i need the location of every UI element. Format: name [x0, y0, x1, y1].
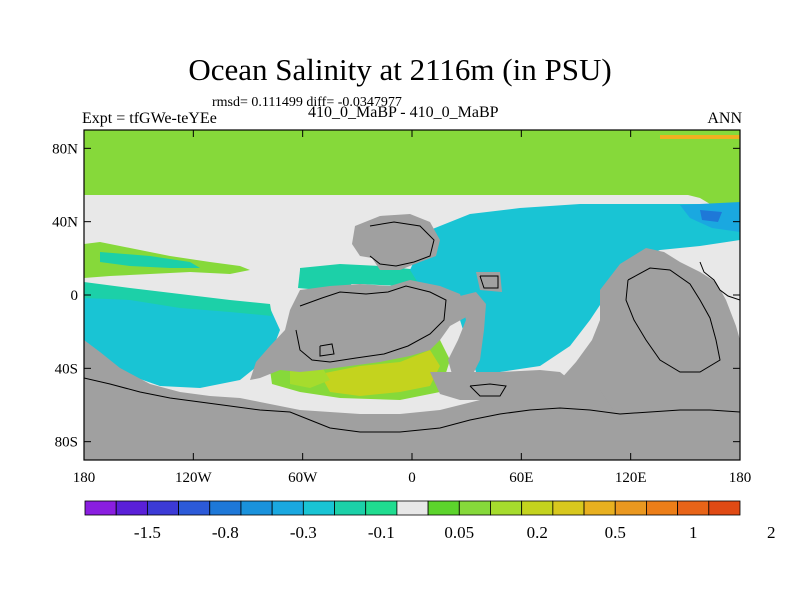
map-field	[84, 130, 740, 460]
x-tick-label: 60E	[509, 470, 533, 486]
coast-small-island	[479, 275, 499, 289]
colorbar-swatch	[115, 500, 148, 516]
colorbar-label: 2	[767, 523, 776, 542]
season-label: ANN	[707, 110, 742, 127]
field-north-atlantic-green	[680, 190, 740, 222]
colorbar-label: -0.3	[290, 523, 317, 542]
field-arctic-green	[84, 130, 740, 195]
land-mask	[84, 214, 740, 460]
field-south-pacific-teal	[84, 282, 272, 316]
x-tick-label: 120W	[175, 470, 213, 486]
colorbar-swatch	[458, 500, 491, 516]
colorbar-swatch	[646, 500, 679, 516]
colorbar-swatch	[521, 500, 554, 516]
x-tick-label: 120E	[615, 470, 647, 486]
y-tick-label: 0	[71, 288, 79, 304]
colorbar-swatch	[240, 500, 273, 516]
experiment-label: Expt = tfGWe-teYEe	[82, 110, 217, 127]
land-central-continent	[250, 280, 468, 380]
x-tick-label: 60W	[288, 470, 318, 486]
colorbar-label: 0.5	[605, 523, 626, 542]
colorbar-swatch	[708, 500, 741, 516]
colorbar-swatch	[552, 500, 585, 516]
axis-ticks: 180 120W 60W 0 60E 120E 180 80N 40N 0 40S 80S	[52, 130, 751, 486]
coast-west	[369, 221, 435, 267]
field-southern-ocean-olive	[320, 350, 440, 396]
land-southern-continent	[84, 340, 620, 460]
coastlines	[84, 221, 740, 433]
x-tick-label: 180	[729, 470, 752, 486]
field-arctic-orange-edge	[660, 135, 740, 139]
difference-label: 410_0_MaBP - 410_0_MaBP	[308, 104, 499, 121]
x-tick-label: 180	[73, 470, 96, 486]
field-north-atlantic-deep-blue	[700, 210, 722, 222]
coast-south-islands	[469, 383, 507, 397]
land-west-continent	[352, 214, 440, 270]
colorbar-swatch	[84, 500, 117, 516]
coast-inner-islands	[319, 343, 335, 357]
colorbar-label: -0.8	[212, 523, 239, 542]
coast-southern	[84, 377, 740, 433]
colorbar-swatch	[146, 500, 179, 516]
colorbar-label: 0.2	[527, 523, 548, 542]
colorbar-swatch	[614, 500, 647, 516]
colorbar-label: 1	[689, 523, 698, 542]
colorbar-swatch	[302, 500, 335, 516]
colorbar-swatch	[365, 500, 398, 516]
field-east-pacific-teal	[298, 266, 360, 290]
x-tick-label: 0	[408, 470, 416, 486]
colorbar-label: 0.05	[444, 523, 474, 542]
coast-eastern	[625, 267, 721, 373]
colorbar-swatch	[334, 500, 367, 516]
colorbar-swatch	[427, 500, 460, 516]
colorbar-swatch	[490, 500, 523, 516]
coast-central	[295, 285, 447, 363]
colorbar-label: -1.5	[134, 523, 161, 542]
colorbar-label: -0.1	[368, 523, 395, 542]
field-atlantic-cyan	[410, 204, 740, 372]
rmsd-diff-stats: rmsd= 0.111499 diff= -0.0347977	[212, 95, 402, 110]
colorbar-swatch	[209, 500, 242, 516]
colorbar-swatch	[677, 500, 710, 516]
field-north-pacific-teal	[100, 252, 200, 268]
y-tick-label: 80S	[55, 435, 78, 451]
land-island	[476, 272, 502, 292]
colorbar-swatch	[271, 500, 304, 516]
y-tick-label: 40N	[52, 215, 78, 231]
plot-title: Ocean Salinity at 2116m (in PSU)	[188, 52, 612, 87]
colorbar-swatch	[396, 500, 429, 516]
colorbar-swatch	[583, 500, 616, 516]
colorbar: -1.5 -0.8 -0.3 -0.1 0.05 0.2 0.5 1 2	[84, 500, 776, 542]
y-tick-label: 80N	[52, 141, 78, 157]
land-east-arc	[448, 292, 486, 388]
y-tick-label: 40S	[55, 361, 78, 377]
colorbar-swatch	[178, 500, 211, 516]
coast-east-arc	[699, 261, 740, 301]
